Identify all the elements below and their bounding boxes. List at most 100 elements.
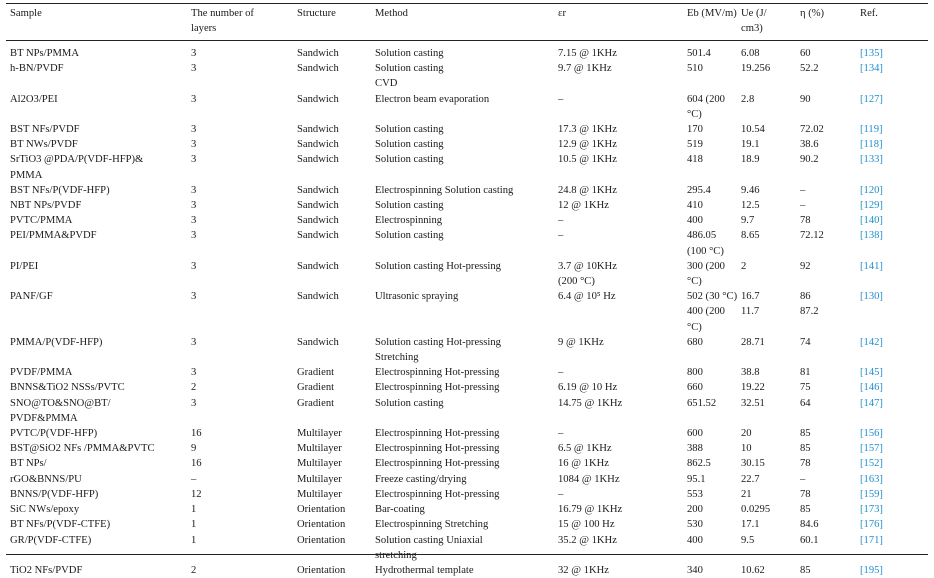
cell-breakdown-strength: 660 — [687, 382, 703, 394]
cell-breakdown-strength: 418 — [687, 154, 703, 166]
cell-breakdown-strength: 530 — [687, 519, 703, 531]
cell-permittivity: 3.7 @ 10KHz (200 °C) — [558, 260, 617, 288]
cell-ref[interactable]: [133] — [860, 154, 883, 166]
cell-ref[interactable]: [129] — [860, 200, 883, 212]
cell-structure: Multilayer — [297, 443, 342, 455]
cell-ref[interactable]: [146] — [860, 382, 883, 394]
cell-breakdown-strength: 95.1 — [687, 473, 706, 485]
cell-ref[interactable]: [171] — [860, 534, 883, 546]
cell-permittivity: 32 @ 1KHz — [558, 564, 609, 576]
header-energy-density: Ue (J/ cm3) — [741, 8, 767, 35]
cell-method: Solution casting — [375, 200, 444, 212]
cell-method: Solution casting Uniaxial stretching — [375, 534, 483, 561]
cell-permittivity: 6.19 @ 10 Hz — [558, 382, 618, 394]
cell-efficiency: 74 — [800, 336, 811, 348]
cell-ref[interactable]: [119] — [860, 124, 883, 136]
cell-ref[interactable]: [163] — [860, 473, 883, 485]
cell-breakdown-strength: 410 — [687, 200, 703, 212]
cell-method: Electrospinning — [375, 215, 443, 227]
cell-ref[interactable]: [120] — [860, 184, 883, 196]
cell-ref[interactable]: [195] — [860, 564, 883, 576]
cell-layers: 3 — [191, 48, 197, 59]
cell-method: Solution casting — [375, 48, 444, 59]
cell-energy-density: 30.15 — [741, 458, 765, 470]
cell-ref[interactable]: [145] — [860, 367, 883, 379]
cell-sample: BT NWs/PVDF — [10, 139, 78, 151]
cell-sample: PANF/GF — [10, 291, 53, 303]
cell-energy-density: 19.1 — [741, 139, 760, 151]
cell-permittivity: 6.4 @ 10⁵ Hz — [558, 291, 616, 303]
cell-sample: rGO&BNNS/PU — [10, 473, 82, 485]
cell-ref[interactable]: [134] — [860, 63, 883, 75]
cell-structure: Multilayer — [297, 488, 342, 500]
cell-ref[interactable]: [135] — [860, 48, 883, 59]
cell-ref[interactable]: [118] — [860, 139, 883, 151]
top-rule — [6, 3, 928, 4]
cell-layers: 2 — [191, 382, 197, 394]
header-rule — [6, 40, 928, 41]
cell-efficiency: 90.2 — [800, 154, 819, 166]
cell-energy-density: 8.65 — [741, 230, 760, 242]
cell-ref[interactable]: [152] — [860, 458, 883, 470]
cell-sample: SiC NWs/epoxy — [10, 504, 80, 516]
cell-permittivity: 9 @ 1KHz — [558, 336, 604, 348]
cell-permittivity: 6.5 @ 1KHz — [558, 443, 612, 455]
cell-structure: Sandwich — [297, 63, 339, 75]
cell-method: Solution casting — [375, 139, 444, 151]
cell-permittivity: 14.75 @ 1KHz — [558, 397, 623, 409]
cell-sample: BT NPs/PMMA — [10, 48, 79, 59]
header-efficiency: η (%) — [800, 8, 825, 19]
table-row: rGO&BNNS/PU – Multilayer Freeze casting/dry… — [10, 472, 930, 487]
cell-breakdown-strength: 388 — [687, 443, 703, 455]
cell-efficiency: – — [800, 200, 806, 212]
cell-ref[interactable]: [147] — [860, 397, 883, 409]
cell-layers: 1 — [191, 519, 197, 531]
cell-layers: 3 — [191, 93, 197, 105]
cell-sample: GR/P(VDF-CTFE) — [10, 534, 92, 546]
table-row: h-BN/PVDF 3 Sandwich Solution casting CVD 9.… — [10, 61, 930, 91]
cell-ref[interactable]: [141] — [860, 260, 883, 272]
cell-permittivity: 17.3 @ 1KHz — [558, 124, 617, 136]
cell-ref[interactable]: [156] — [860, 428, 883, 440]
cell-ref[interactable]: [127] — [860, 93, 883, 105]
cell-method: Electrospinning Hot-pressing — [375, 382, 500, 394]
cell-permittivity: 1084 @ 1KHz — [558, 473, 620, 485]
cell-structure: Multilayer — [297, 458, 342, 470]
cell-efficiency: 85 — [800, 504, 811, 516]
cell-layers: 3 — [191, 139, 197, 151]
cell-sample: PMMA/P(VDF-HFP) — [10, 336, 103, 348]
cell-breakdown-strength: 800 — [687, 367, 703, 379]
cell-method: Electrospinning Hot-pressing — [375, 443, 500, 455]
cell-layers: 3 — [191, 367, 197, 379]
cell-permittivity: 16.79 @ 1KHz — [558, 504, 623, 516]
cell-method: Solution casting — [375, 397, 444, 409]
cell-energy-density: 19.22 — [741, 382, 765, 394]
cell-method: Solution casting CVD — [375, 63, 444, 90]
cell-ref[interactable]: [142] — [860, 336, 883, 348]
cell-structure: Gradient — [297, 382, 335, 394]
cell-efficiency: 64 — [800, 397, 811, 409]
table-row: GR/P(VDF-CTFE) 1 Orientation Solution casti… — [10, 533, 930, 563]
cell-permittivity: – — [558, 230, 564, 242]
cell-structure: Multilayer — [297, 473, 342, 485]
table-row: BST NFs/PVDF 3 Sandwich Solution casting 17.… — [10, 122, 930, 137]
cell-permittivity: 12 @ 1KHz — [558, 200, 609, 212]
cell-method: Ultrasonic spraying — [375, 291, 459, 303]
cell-ref[interactable]: [157] — [860, 443, 883, 455]
cell-ref[interactable]: [138] — [860, 230, 883, 242]
cell-energy-density: 16.7 11.7 — [741, 291, 760, 318]
cell-ref[interactable]: [173] — [860, 504, 883, 516]
table-row: PVDF/PMMA 3 Gradient Electrospinning Hot-pr… — [10, 365, 930, 380]
cell-layers: 9 — [191, 443, 197, 455]
header-row: Sample The number of layers Structure Me… — [10, 6, 930, 40]
cell-structure: Sandwich — [297, 260, 339, 272]
cell-ref[interactable]: [140] — [860, 215, 883, 227]
cell-ref[interactable]: [130] — [860, 291, 883, 303]
cell-energy-density: 10.62 — [741, 564, 765, 576]
cell-efficiency: 81 — [800, 367, 811, 379]
cell-method: Electrospinning Hot-pressing — [375, 488, 500, 500]
table-row: SiC NWs/epoxy 1 Orientation Bar-coating 16.7… — [10, 502, 930, 517]
cell-sample: PEI/PMMA&PVDF — [10, 230, 97, 242]
cell-ref[interactable]: [176] — [860, 519, 883, 531]
cell-ref[interactable]: [159] — [860, 488, 883, 500]
